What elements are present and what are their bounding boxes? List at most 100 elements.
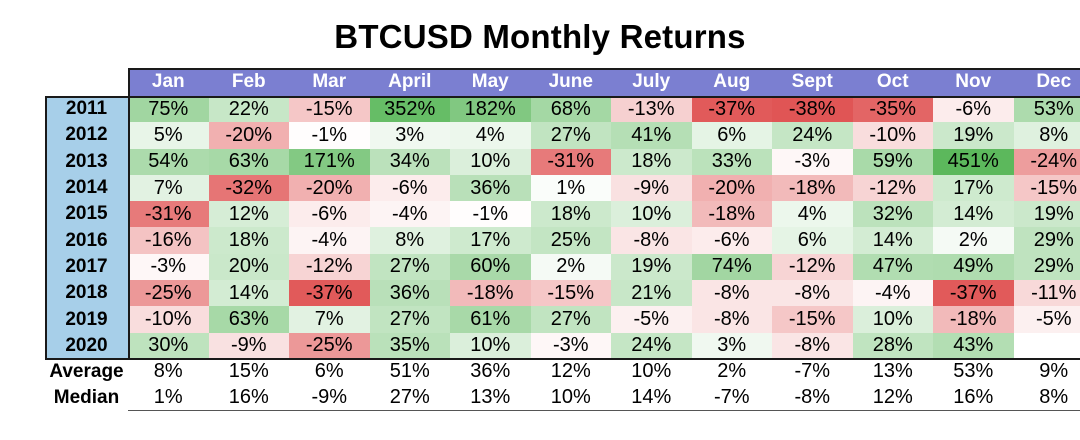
- return-cell-2013-aug: 33%: [691, 148, 772, 175]
- summary-median-may: 13%: [450, 385, 531, 411]
- summary-average-feb: 15%: [228, 360, 269, 383]
- return-cell-2015-dec: 19%: [1013, 201, 1080, 228]
- year-label-2011: 2011: [45, 96, 128, 123]
- return-cell-2015-feb: 12%: [208, 201, 289, 228]
- return-cell-2015-june: 18%: [530, 201, 611, 228]
- month-header-nov: Nov: [933, 68, 1014, 96]
- return-cell-2013-feb: 63%: [208, 148, 289, 175]
- return-cell-2016-july: -8%: [611, 227, 692, 254]
- return-cell-2020-nov: 43%: [933, 332, 1014, 359]
- year-label-2014: 2014: [45, 174, 128, 202]
- return-cell-2013-june: -31%: [530, 148, 611, 175]
- return-cell-2020-jan: 30%: [128, 332, 209, 359]
- return-cell-2019-jan: -10%: [128, 306, 209, 333]
- return-cell-2015-april: -4%: [369, 201, 450, 228]
- return-cell-2012-feb: -20%: [208, 122, 289, 149]
- summary-average-nov: 53%: [953, 360, 994, 383]
- return-cell-2016-april: 8%: [369, 227, 450, 254]
- return-cell-2020-oct: 28%: [852, 332, 933, 359]
- return-cell-2014-aug: -20%: [691, 174, 772, 202]
- return-cell-2014-jan: 7%: [128, 174, 209, 202]
- return-cell-2014-april: -6%: [369, 174, 450, 202]
- return-cell-2013-july: 18%: [611, 148, 692, 175]
- month-header-jan: Jan: [128, 68, 209, 96]
- summary-average-april: 51%: [389, 360, 430, 383]
- return-cell-2013-april: 34%: [369, 148, 450, 175]
- return-cell-2020-dec: [1014, 333, 1080, 359]
- return-cell-2011-sept: -38%: [772, 96, 853, 123]
- return-cell-2013-nov: 451%: [933, 148, 1014, 175]
- return-cell-2019-feb: 63%: [208, 306, 289, 333]
- return-cell-2014-may: 36%: [450, 174, 531, 202]
- return-cell-2014-sept: -18%: [772, 174, 853, 202]
- return-cell-2017-mar: -12%: [289, 253, 370, 281]
- month-header-feb: Feb: [208, 68, 289, 96]
- summary-median-mar: -9%: [289, 385, 370, 411]
- return-cell-2011-mar: -15%: [289, 96, 370, 123]
- summary-median-oct: 12%: [852, 385, 933, 411]
- return-cell-2012-jan: 5%: [128, 122, 209, 149]
- month-header-dec: Dec: [1013, 68, 1080, 96]
- year-label-2016: 2016: [45, 227, 128, 254]
- year-label-2013: 2013: [45, 148, 128, 175]
- summary-median-nov: 16%: [933, 385, 1014, 411]
- year-label-2018: 2018: [45, 280, 128, 307]
- month-header-july: July: [611, 68, 692, 96]
- return-cell-2011-feb: 22%: [208, 96, 289, 123]
- return-cell-2011-april: 352%: [369, 96, 450, 123]
- return-cell-2015-oct: 32%: [852, 201, 933, 228]
- return-cell-2018-nov: -37%: [933, 280, 1014, 307]
- return-cell-2015-aug: -18%: [691, 201, 772, 228]
- return-cell-2019-mar: 7%: [289, 306, 370, 333]
- return-cell-2020-aug: 3%: [691, 332, 772, 359]
- return-cell-2020-june: -3%: [530, 332, 611, 359]
- return-cell-2020-may: 10%: [450, 332, 531, 359]
- return-cell-2017-aug: 74%: [691, 253, 772, 281]
- return-cell-2016-june: 25%: [530, 227, 611, 254]
- return-cell-2018-aug: -8%: [691, 280, 772, 307]
- summary-label-median: Median: [53, 386, 120, 408]
- year-label-2020: 2020: [45, 332, 128, 359]
- return-cell-2018-sept: -8%: [772, 280, 853, 307]
- return-cell-2014-nov: 17%: [933, 174, 1014, 202]
- return-cell-2013-sept: -3%: [772, 148, 853, 175]
- year-label-2017: 2017: [45, 253, 128, 281]
- month-header-aug: Aug: [691, 68, 772, 96]
- return-cell-2018-july: 21%: [611, 280, 692, 307]
- year-label-2019: 2019: [45, 306, 128, 333]
- return-cell-2019-aug: -8%: [691, 306, 772, 333]
- return-cell-2013-may: 10%: [450, 148, 531, 175]
- summary-median-jan: 1%: [128, 385, 209, 411]
- summary-average-dec: 9%: [1039, 360, 1069, 383]
- summary-median-april: 27%: [369, 385, 450, 411]
- return-cell-2016-nov: 2%: [933, 227, 1014, 254]
- return-cell-2011-july: -13%: [611, 96, 692, 123]
- return-cell-2020-mar: -25%: [289, 332, 370, 359]
- return-cell-2012-nov: 19%: [933, 122, 1014, 149]
- return-cell-2011-may: 182%: [450, 96, 531, 123]
- return-cell-2011-jan: 75%: [128, 96, 209, 123]
- return-cell-2016-jan: -16%: [128, 227, 209, 254]
- year-label-2012: 2012: [45, 122, 128, 149]
- return-cell-2012-may: 4%: [450, 122, 531, 149]
- summary-median-july: 14%: [611, 385, 692, 411]
- return-cell-2015-may: -1%: [450, 201, 531, 228]
- return-cell-2018-jan: -25%: [128, 280, 209, 307]
- return-cell-2015-nov: 14%: [933, 201, 1014, 228]
- return-cell-2018-april: 36%: [369, 280, 450, 307]
- return-cell-2019-april: 27%: [369, 306, 450, 333]
- return-cell-2011-oct: -35%: [852, 96, 933, 123]
- return-cell-2015-mar: -6%: [289, 201, 370, 228]
- return-cell-2020-sept: -8%: [772, 332, 853, 359]
- return-cell-2016-feb: 18%: [208, 227, 289, 254]
- return-cell-2020-april: 35%: [369, 332, 450, 359]
- return-cell-2012-aug: 6%: [691, 122, 772, 149]
- return-cell-2017-oct: 47%: [852, 253, 933, 281]
- return-cell-2014-feb: -32%: [208, 174, 289, 202]
- month-header-oct: Oct: [852, 68, 933, 96]
- month-header-sept: Sept: [772, 68, 853, 96]
- year-label-2015: 2015: [45, 201, 128, 228]
- summary-label-average: Average: [49, 360, 124, 382]
- return-cell-2018-dec: -11%: [1013, 280, 1080, 307]
- return-cell-2014-dec: -15%: [1013, 174, 1080, 202]
